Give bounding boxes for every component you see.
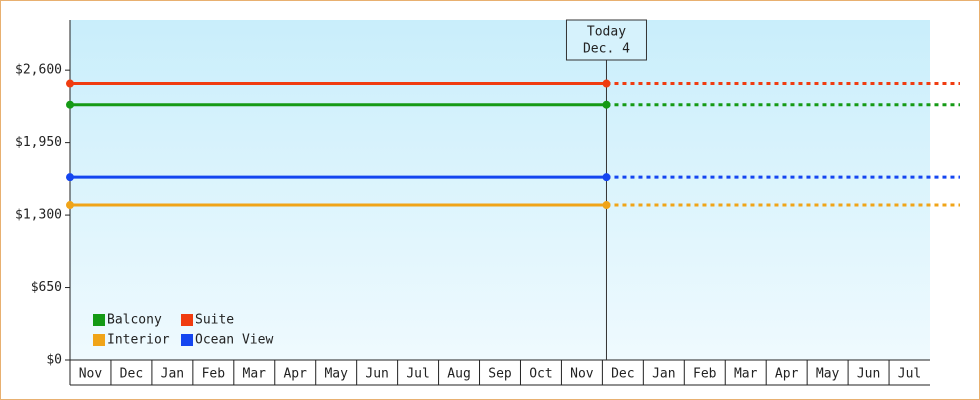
x-tick-label: Nov [79,367,103,382]
x-tick-label: Jan [652,367,675,382]
annotation-box [565,19,647,61]
legend-label: Suite [195,313,234,328]
legend-label: Balcony [107,313,162,328]
x-tick-label: Aug [447,367,470,382]
point [602,79,611,88]
point [66,173,74,182]
x-tick-label: Dec [120,367,143,382]
point [66,100,74,109]
x-tick-label: Jul [406,367,429,382]
point [602,201,611,210]
x-tick-label: Jun [365,367,388,382]
legend-swatch [93,314,105,326]
x-tick-label: Jan [161,367,184,382]
legend-label: Interior [107,333,170,348]
legend-swatch [181,334,193,346]
point [66,201,74,210]
legend-swatch [93,334,105,346]
legend-swatch [181,314,193,326]
y-tick-label: $1,300 [15,208,62,223]
annotation: Dec. 4 [583,42,630,57]
x-tick-label: Sep [488,367,512,382]
x-tick-label: Apr [283,367,307,382]
plot-area [70,20,930,360]
x-tick-label: Jul [898,367,921,382]
point [602,173,611,182]
y-tick-label: $1,950 [15,135,62,150]
x-tick-label: Mar [243,367,267,382]
x-tick-label: Jun [857,367,880,382]
x-tick-label: Mar [734,367,758,382]
x-tick-label: Oct [529,367,552,382]
y-tick-label: $650 [31,280,62,295]
point [602,100,611,109]
x-tick-label: Apr [775,367,799,382]
x-tick-label: May [324,367,348,382]
y-tick-label: $2,600 [15,63,62,78]
annotation: Today [587,25,626,40]
legend-label: Ocean View [195,333,273,348]
x-tick-label: Feb [693,367,717,382]
x-tick-label: Feb [202,367,226,382]
x-tick-label: Dec [611,367,634,382]
y-tick-label: $0 [46,353,62,368]
x-tick-label: Nov [570,367,594,382]
x-tick-label: May [816,367,840,382]
point [66,79,74,88]
